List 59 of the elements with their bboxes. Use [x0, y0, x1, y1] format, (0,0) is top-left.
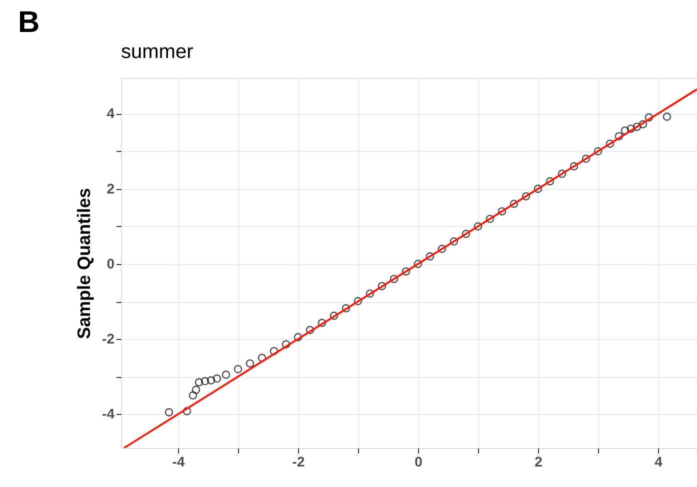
point — [462, 230, 470, 238]
point — [212, 374, 222, 383]
point — [222, 370, 230, 379]
point — [558, 170, 566, 178]
chart-title: summer — [121, 41, 194, 63]
point — [188, 391, 198, 400]
point — [632, 122, 642, 131]
y-tick-label: -2 — [102, 330, 115, 347]
point — [318, 318, 326, 328]
point — [342, 304, 350, 312]
point — [164, 408, 174, 416]
point — [330, 312, 338, 320]
x-tick-label: -4 — [172, 454, 185, 470]
point — [570, 162, 578, 170]
point — [294, 333, 302, 342]
point — [662, 112, 672, 121]
point — [486, 214, 494, 223]
x-tick-label: 4 — [654, 454, 663, 470]
point — [510, 200, 518, 208]
point — [206, 376, 216, 385]
point — [438, 244, 446, 254]
y-tick-label: 0 — [106, 255, 115, 272]
point — [498, 207, 506, 216]
y-tick-label: -4 — [102, 406, 115, 422]
point — [246, 359, 254, 368]
point — [426, 252, 434, 261]
point — [474, 222, 482, 231]
x-tick-label: -2 — [292, 454, 305, 470]
y-axis-title: Sample Quantiles — [74, 188, 94, 340]
point — [606, 140, 614, 148]
point — [390, 274, 398, 284]
point — [450, 237, 458, 246]
point — [534, 184, 542, 193]
point — [194, 378, 204, 386]
point — [522, 192, 530, 200]
point — [402, 267, 410, 276]
point — [354, 297, 362, 306]
point — [546, 177, 554, 186]
point — [192, 386, 200, 394]
point — [182, 407, 192, 416]
point — [234, 364, 242, 374]
point — [626, 124, 636, 133]
x-tick-label: 0 — [414, 454, 423, 470]
y-tick-label: 4 — [106, 105, 115, 122]
point — [200, 377, 210, 386]
point — [594, 147, 602, 156]
y-tick-label: 2 — [106, 180, 115, 196]
point — [366, 289, 374, 298]
point — [582, 154, 590, 163]
point — [306, 326, 314, 334]
x-tick-label: 2 — [534, 454, 543, 470]
point — [644, 113, 654, 122]
text: B — [18, 6, 40, 39]
point — [378, 282, 386, 290]
point — [282, 340, 290, 348]
point — [614, 132, 624, 140]
point — [270, 346, 278, 356]
point — [414, 260, 422, 268]
point — [638, 120, 648, 128]
